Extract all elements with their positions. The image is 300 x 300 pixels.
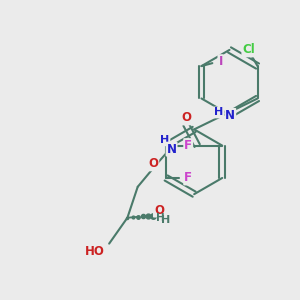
Text: Cl: Cl	[242, 44, 255, 56]
Text: F: F	[184, 139, 192, 152]
Text: N: N	[167, 142, 177, 156]
Text: H: H	[214, 107, 223, 118]
Text: I: I	[218, 55, 223, 68]
Text: H: H	[156, 213, 165, 223]
Text: O: O	[181, 111, 191, 124]
Text: N: N	[225, 109, 235, 122]
Text: HO: HO	[85, 245, 104, 258]
Text: O: O	[154, 204, 164, 217]
Text: H: H	[161, 215, 170, 225]
Text: O: O	[148, 157, 158, 170]
Text: F: F	[184, 172, 192, 184]
Text: H: H	[160, 135, 170, 145]
